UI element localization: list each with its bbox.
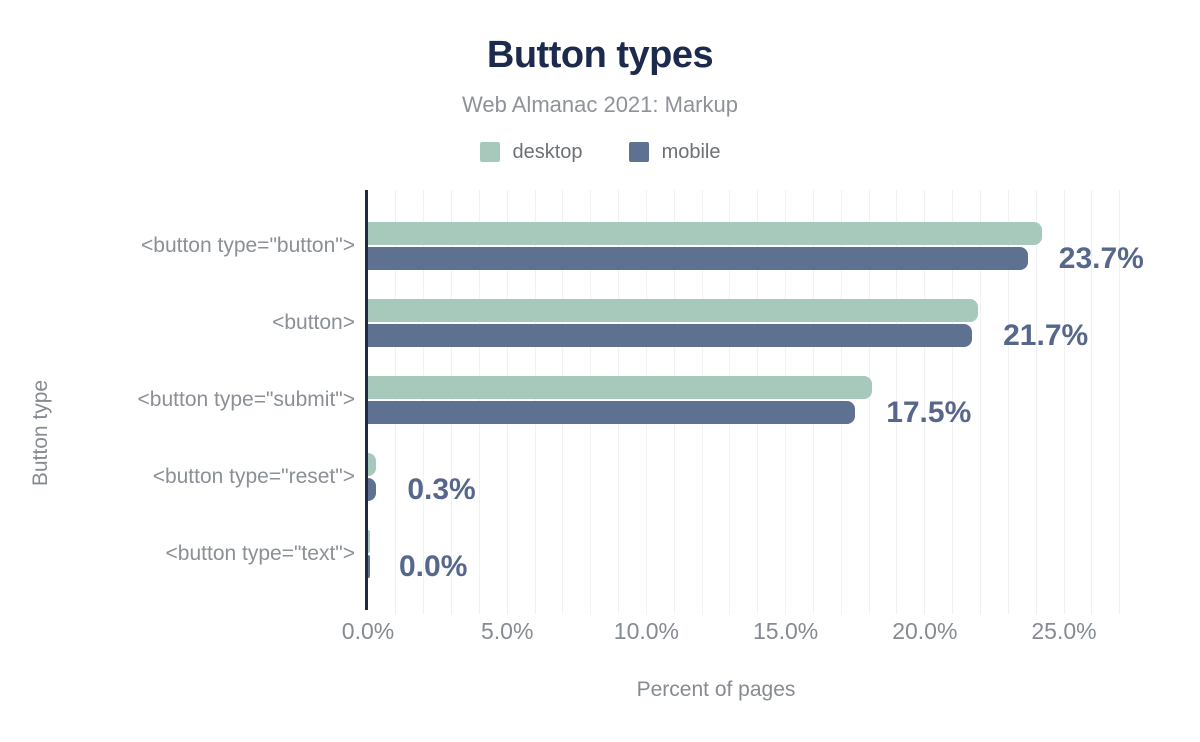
- gridline: [1063, 190, 1065, 614]
- gridline: [1119, 190, 1121, 614]
- value-label: 0.0%: [399, 550, 468, 583]
- gridline: [896, 190, 898, 614]
- legend: desktop mobile: [0, 142, 1200, 162]
- gridline: [1091, 190, 1093, 614]
- gridline: [1035, 190, 1037, 614]
- bar-desktop: [368, 376, 872, 399]
- x-tick-label: 10.0%: [613, 618, 679, 644]
- bar-desktop: [368, 299, 978, 322]
- x-tick-label: 20.0%: [892, 618, 958, 644]
- bar-desktop: [368, 222, 1042, 245]
- legend-item-desktop: desktop: [479, 141, 583, 163]
- category-label: <button type="text">: [165, 542, 355, 565]
- value-label: 17.5%: [886, 396, 972, 429]
- gridline: [868, 190, 870, 614]
- y-axis-line: [365, 190, 368, 610]
- gridline: [979, 190, 981, 614]
- x-tick-label: 15.0%: [752, 618, 819, 644]
- mobile-swatch-icon: [628, 142, 649, 162]
- category-label: <button>: [272, 311, 355, 334]
- bar-mobile: [368, 478, 377, 501]
- category-label: <button type="reset">: [152, 465, 355, 488]
- x-tick-label: 0.0%: [341, 618, 395, 644]
- bar-desktop: [368, 530, 370, 553]
- gridline: [924, 190, 926, 614]
- bar-desktop: [368, 453, 377, 476]
- chart-title: Button types: [486, 34, 714, 76]
- x-tick-label: 5.0%: [480, 618, 534, 644]
- category-label: <button type="button">: [141, 234, 355, 257]
- value-label: 21.7%: [1003, 319, 1089, 352]
- value-label: 0.3%: [407, 473, 476, 506]
- value-label: 23.7%: [1058, 242, 1144, 275]
- legend-item-mobile: mobile: [628, 141, 721, 163]
- x-axis-title: Percent of pages: [636, 678, 796, 701]
- gridline: [1007, 190, 1009, 614]
- bar-mobile: [368, 555, 370, 578]
- bar-mobile: [368, 401, 856, 424]
- chart-subtitle: Web Almanac 2021: Markup: [462, 92, 738, 117]
- legend-label-mobile: mobile: [661, 141, 721, 163]
- desktop-swatch-icon: [479, 142, 500, 162]
- bar-mobile: [368, 247, 1028, 270]
- bar-mobile: [368, 324, 973, 347]
- y-axis-title: Button type: [29, 379, 52, 487]
- category-label: <button type="submit">: [137, 388, 355, 411]
- gridline: [952, 190, 954, 614]
- x-tick-label: 25.0%: [1031, 618, 1097, 644]
- legend-label-desktop: desktop: [512, 141, 583, 163]
